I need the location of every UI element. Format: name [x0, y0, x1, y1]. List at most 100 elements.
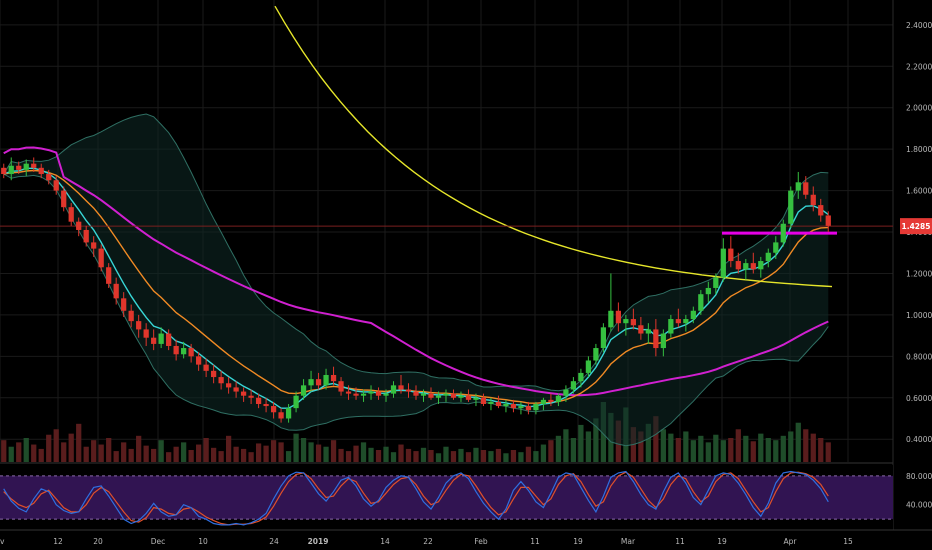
- candle-body: [803, 182, 809, 195]
- candle: [270, 401, 277, 419]
- volume-bar: [255, 443, 262, 462]
- candle-body: [690, 310, 696, 320]
- time-tick-label: 11: [675, 537, 685, 546]
- volume-bar: [555, 435, 562, 462]
- volume-bar: [8, 446, 14, 462]
- volume-bar: [443, 446, 449, 462]
- candle-body: [600, 327, 607, 349]
- candles[interactable]: [1, 157, 831, 423]
- volume-bar: [705, 442, 711, 462]
- candle-body: [270, 406, 277, 413]
- candle: [510, 399, 517, 413]
- volume-bar: [503, 453, 509, 462]
- candle-body: [810, 194, 816, 206]
- candle-body: [8, 165, 14, 175]
- volume-bar: [203, 438, 209, 462]
- candle-body: [23, 163, 29, 170]
- stochastic-d-line: [3, 471, 829, 526]
- candle-body: [563, 389, 569, 396]
- candle: [720, 238, 726, 282]
- volume-bar: [638, 431, 644, 462]
- candle: [390, 381, 397, 398]
- volume-bar: [53, 429, 59, 462]
- candle-body: [151, 337, 157, 344]
- candle: [16, 161, 22, 175]
- time-tick-label: v: [0, 537, 5, 546]
- candle-body: [555, 395, 562, 402]
- candle-body: [443, 393, 449, 396]
- volume-bar: [668, 433, 674, 462]
- candle: [465, 389, 472, 402]
- candle-body: [698, 294, 704, 311]
- candle-body: [38, 167, 44, 175]
- candle-body: [495, 401, 502, 407]
- volume-bar: [480, 450, 487, 462]
- candle: [518, 401, 524, 415]
- candle: [240, 387, 247, 402]
- candle: [788, 186, 794, 228]
- volume-bar: [593, 418, 599, 462]
- volume-bar: [106, 438, 112, 462]
- volume-bar: [765, 438, 771, 462]
- candle: [68, 203, 74, 226]
- volume-bar: [98, 444, 104, 462]
- volume-bar: [1, 440, 7, 462]
- candle-body: [225, 383, 232, 388]
- candle: [638, 316, 644, 340]
- volume-bar: [353, 445, 359, 462]
- time-tick-label: Apr: [784, 537, 798, 546]
- candle: [61, 186, 67, 212]
- candle: [750, 252, 756, 274]
- candle-body: [181, 348, 187, 355]
- price-tick-label: 1.6000: [906, 187, 932, 196]
- candle: [563, 385, 569, 402]
- candle-body: [368, 391, 374, 394]
- candle-body: [106, 267, 112, 284]
- volume-bar: [428, 450, 434, 462]
- volume-bar: [533, 451, 539, 462]
- time-tick-label: 22: [423, 537, 433, 546]
- candle: [308, 370, 314, 392]
- price-axis[interactable]: 0.40000.60000.80001.00001.20001.40001.60…: [900, 21, 932, 510]
- candle: [181, 341, 187, 359]
- volume-bar: [818, 438, 824, 462]
- time-axis[interactable]: v 12 20 Dec 10 24 2019 14 22 Feb 11 19 Mar 11 19 Apr 15: [0, 529, 932, 546]
- candle: [765, 248, 771, 268]
- candle-body: [660, 333, 666, 349]
- candle: [593, 343, 599, 365]
- candle-body: [608, 310, 614, 328]
- candle: [368, 385, 374, 400]
- candle-body: [773, 242, 779, 253]
- candle-body: [533, 403, 539, 411]
- candle: [713, 273, 719, 295]
- volume-bar: [390, 452, 397, 462]
- volume-bar: [780, 435, 786, 462]
- candle: [533, 401, 539, 415]
- candle-body: [300, 385, 307, 396]
- candle: [285, 403, 292, 423]
- candle: [46, 169, 52, 185]
- candle-body: [578, 372, 584, 382]
- volume-bar: [360, 442, 367, 462]
- candle: [480, 393, 487, 407]
- candle-body: [758, 261, 764, 270]
- volume-bar: [773, 440, 779, 462]
- candle: [91, 236, 97, 257]
- candle: [623, 314, 629, 336]
- candle: [818, 198, 824, 222]
- volume-bar: [698, 435, 704, 462]
- candle: [578, 368, 584, 388]
- candle-body: [76, 221, 82, 230]
- candle: [360, 389, 367, 402]
- volume-bar: [525, 446, 532, 462]
- stochastic-tick-label: 40.0000: [906, 501, 932, 510]
- candle: [683, 314, 689, 332]
- candle: [158, 327, 164, 349]
- candle: [443, 389, 449, 402]
- candle-body: [585, 360, 592, 373]
- candle: [653, 319, 659, 357]
- candle: [758, 256, 764, 278]
- volume-bar: [825, 442, 831, 462]
- candle: [795, 171, 801, 199]
